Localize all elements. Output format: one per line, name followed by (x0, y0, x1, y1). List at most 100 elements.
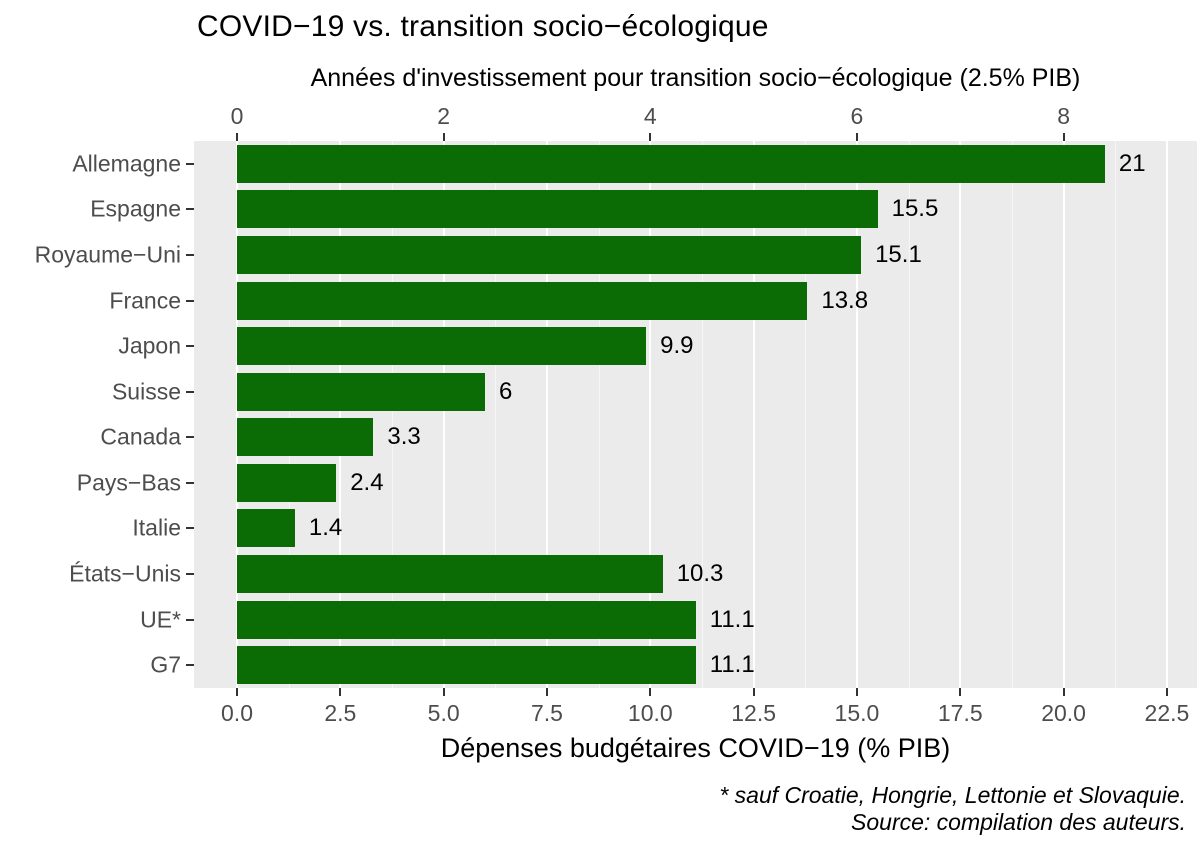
y-axis-label: États−Unis (69, 560, 181, 587)
y-axis-label: Japon (118, 332, 181, 359)
x-axis-tick-mark (855, 688, 858, 696)
grid-line-minor (1115, 141, 1117, 688)
y-axis-tick-mark (186, 208, 194, 211)
y-axis-tick-mark (186, 436, 194, 439)
y-axis-tick-mark (186, 573, 194, 576)
bar-value-label: 2.4 (350, 468, 384, 496)
bar (237, 418, 374, 457)
y-axis-tick-mark (186, 345, 194, 348)
y-axis-label: Pays−Bas (76, 469, 181, 496)
top-axis-tick-mark (236, 133, 238, 141)
chart-title: COVID−19 vs. transition socio−écologique (197, 10, 769, 43)
y-axis-tick-mark (186, 664, 194, 667)
bar (237, 555, 663, 594)
grid-line-major (752, 141, 755, 688)
top-axis-title: Années d'investissement pour transition … (310, 64, 1081, 92)
y-axis-tick-mark (186, 253, 194, 256)
bar-value-label: 3.3 (387, 423, 421, 451)
x-axis-tick-label: 7.5 (530, 700, 563, 726)
y-axis-tick-mark (186, 299, 194, 302)
x-axis-tick-label: 12.5 (731, 700, 777, 726)
x-axis-tick-label: 17.5 (937, 700, 983, 726)
bar-value-label: 13.8 (821, 286, 869, 314)
y-axis-tick-mark (186, 527, 194, 530)
bar (237, 600, 696, 639)
grid-line-minor (1011, 141, 1013, 688)
top-axis-tick-label: 6 (850, 103, 864, 129)
top-axis-tick-label: 0 (230, 103, 244, 129)
x-axis-tick-label: 2.5 (324, 700, 357, 726)
grid-line-minor (701, 141, 703, 688)
x-axis-tick-label: 0.0 (221, 700, 253, 726)
bar (237, 646, 696, 685)
x-axis-title: Dépenses budgétaires COVID−19 (% PIB) (440, 733, 951, 763)
grid-line-major (236, 141, 238, 688)
grid-line-minor (598, 141, 600, 688)
bar (237, 372, 485, 411)
x-axis-tick-label: 5.0 (427, 700, 460, 726)
y-axis-tick-mark (186, 162, 194, 165)
top-axis-tick-label: 8 (1057, 103, 1070, 129)
y-axis-label: Italie (132, 514, 181, 541)
footnotes: * sauf Croatie, Hongrie, Lettonie et Slo… (719, 782, 1186, 836)
y-axis-label: Suisse (111, 378, 181, 405)
grid-line-major (339, 141, 342, 688)
bar-value-label: 9.9 (660, 332, 694, 360)
x-axis-tick-mark (339, 688, 342, 696)
grid-line-major (1165, 141, 1168, 688)
grid-line-minor (288, 141, 290, 688)
y-axis-label: Canada (100, 423, 181, 450)
x-axis-tick-label: 10.0 (627, 700, 673, 726)
grid-line-major (649, 141, 652, 688)
top-axis-tick-mark (442, 133, 445, 141)
bar (237, 463, 337, 502)
bar (237, 235, 862, 274)
y-axis-tick-mark (186, 618, 194, 621)
footnote-line-2: Source: compilation des auteurs. (851, 809, 1186, 835)
top-axis-tick-mark (649, 133, 652, 141)
y-axis-label: G7 (150, 651, 181, 678)
grid-line-minor (805, 141, 807, 688)
x-axis-tick-label: 15.0 (834, 700, 880, 726)
y-axis-tick-mark (186, 481, 194, 484)
plot-panel: 21 15.5 15.1 13.8 9.9 6 3.3 2.4 1.4 10.3 11.1 11.1 (194, 141, 1197, 688)
x-axis-tick-mark (1165, 688, 1168, 696)
grid-line-major (959, 141, 962, 688)
y-axis-label: Allemagne (72, 150, 181, 177)
bar (237, 190, 878, 229)
grid-line-major (1062, 141, 1065, 688)
bar-value-label: 11.1 (709, 605, 755, 633)
x-axis-tick-mark (236, 688, 238, 696)
y-axis-label: France (109, 287, 181, 314)
y-axis-label: Royaume−Uni (34, 241, 181, 268)
x-axis-tick-label: 22.5 (1144, 700, 1190, 726)
x-axis-tick-mark (752, 688, 755, 696)
bar-value-label: 10.3 (676, 560, 724, 588)
top-axis-tick-label: 4 (643, 103, 657, 129)
top-axis-tick-mark (855, 133, 858, 141)
y-axis-tick-mark (186, 390, 194, 393)
x-axis-tick-mark (959, 688, 962, 696)
bar-value-label: 15.1 (875, 240, 922, 268)
x-axis-tick-mark (1062, 688, 1065, 696)
top-axis-tick-label: 2 (437, 103, 451, 129)
y-axis-label: Espagne (90, 195, 181, 222)
bar-value-label: 6 (498, 377, 513, 405)
bar (237, 509, 295, 548)
bar-value-label: 21 (1118, 149, 1146, 177)
x-axis-tick-label: 20.0 (1041, 700, 1086, 726)
bar-value-label: 15.5 (891, 195, 939, 223)
x-axis-tick-mark (442, 688, 445, 696)
bar-value-label: 11.1 (709, 651, 755, 679)
x-axis-tick-mark (545, 688, 548, 696)
bar-value-label: 1.4 (308, 514, 343, 542)
top-axis-tick-mark (1062, 133, 1065, 141)
x-axis-tick-mark (649, 688, 652, 696)
grid-line-minor (495, 141, 497, 688)
y-axis-label: UE* (140, 606, 181, 633)
grid-line-minor (391, 141, 393, 688)
bar (237, 327, 647, 366)
grid-line-major (442, 141, 445, 688)
grid-line-major (545, 141, 548, 688)
